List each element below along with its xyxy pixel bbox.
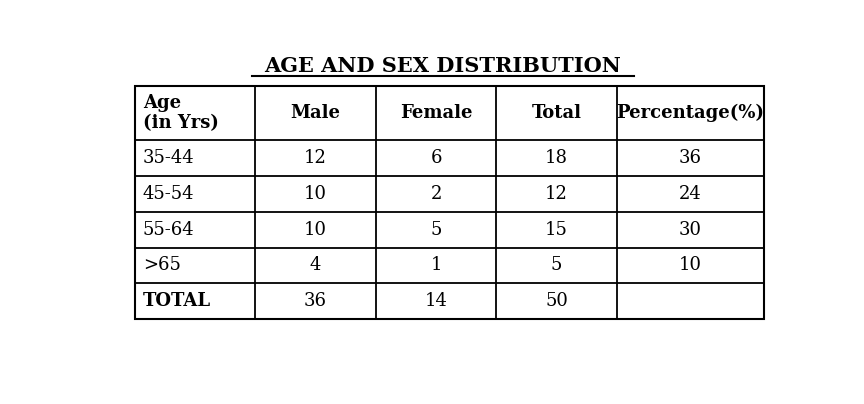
Text: 10: 10 [679, 257, 702, 274]
Text: 6: 6 [430, 149, 442, 167]
Text: 10: 10 [304, 185, 327, 203]
Text: 2: 2 [430, 185, 442, 203]
Text: Female: Female [400, 104, 473, 122]
Text: 12: 12 [545, 185, 568, 203]
Text: 30: 30 [679, 221, 702, 239]
Text: AGE AND SEX DISTRIBUTION: AGE AND SEX DISTRIBUTION [264, 56, 621, 76]
Text: 55-64: 55-64 [143, 221, 194, 239]
Text: Total: Total [531, 104, 581, 122]
Text: >65: >65 [143, 257, 181, 274]
Text: 12: 12 [304, 149, 327, 167]
Text: TOTAL: TOTAL [143, 292, 211, 310]
Text: 36: 36 [679, 149, 702, 167]
Text: 24: 24 [679, 185, 702, 203]
Text: Male: Male [290, 104, 340, 122]
Text: Percentage(%): Percentage(%) [617, 104, 765, 122]
Text: 5: 5 [551, 257, 562, 274]
Text: 4: 4 [310, 257, 321, 274]
Text: 36: 36 [304, 292, 327, 310]
Text: 15: 15 [545, 221, 568, 239]
Text: Age
(in Yrs): Age (in Yrs) [143, 94, 219, 133]
Text: 14: 14 [425, 292, 448, 310]
Text: 50: 50 [545, 292, 568, 310]
Text: 5: 5 [430, 221, 442, 239]
Text: 45-54: 45-54 [143, 185, 194, 203]
Text: 10: 10 [304, 221, 327, 239]
Text: 35-44: 35-44 [143, 149, 194, 167]
Text: 1: 1 [430, 257, 442, 274]
Text: 18: 18 [545, 149, 569, 167]
